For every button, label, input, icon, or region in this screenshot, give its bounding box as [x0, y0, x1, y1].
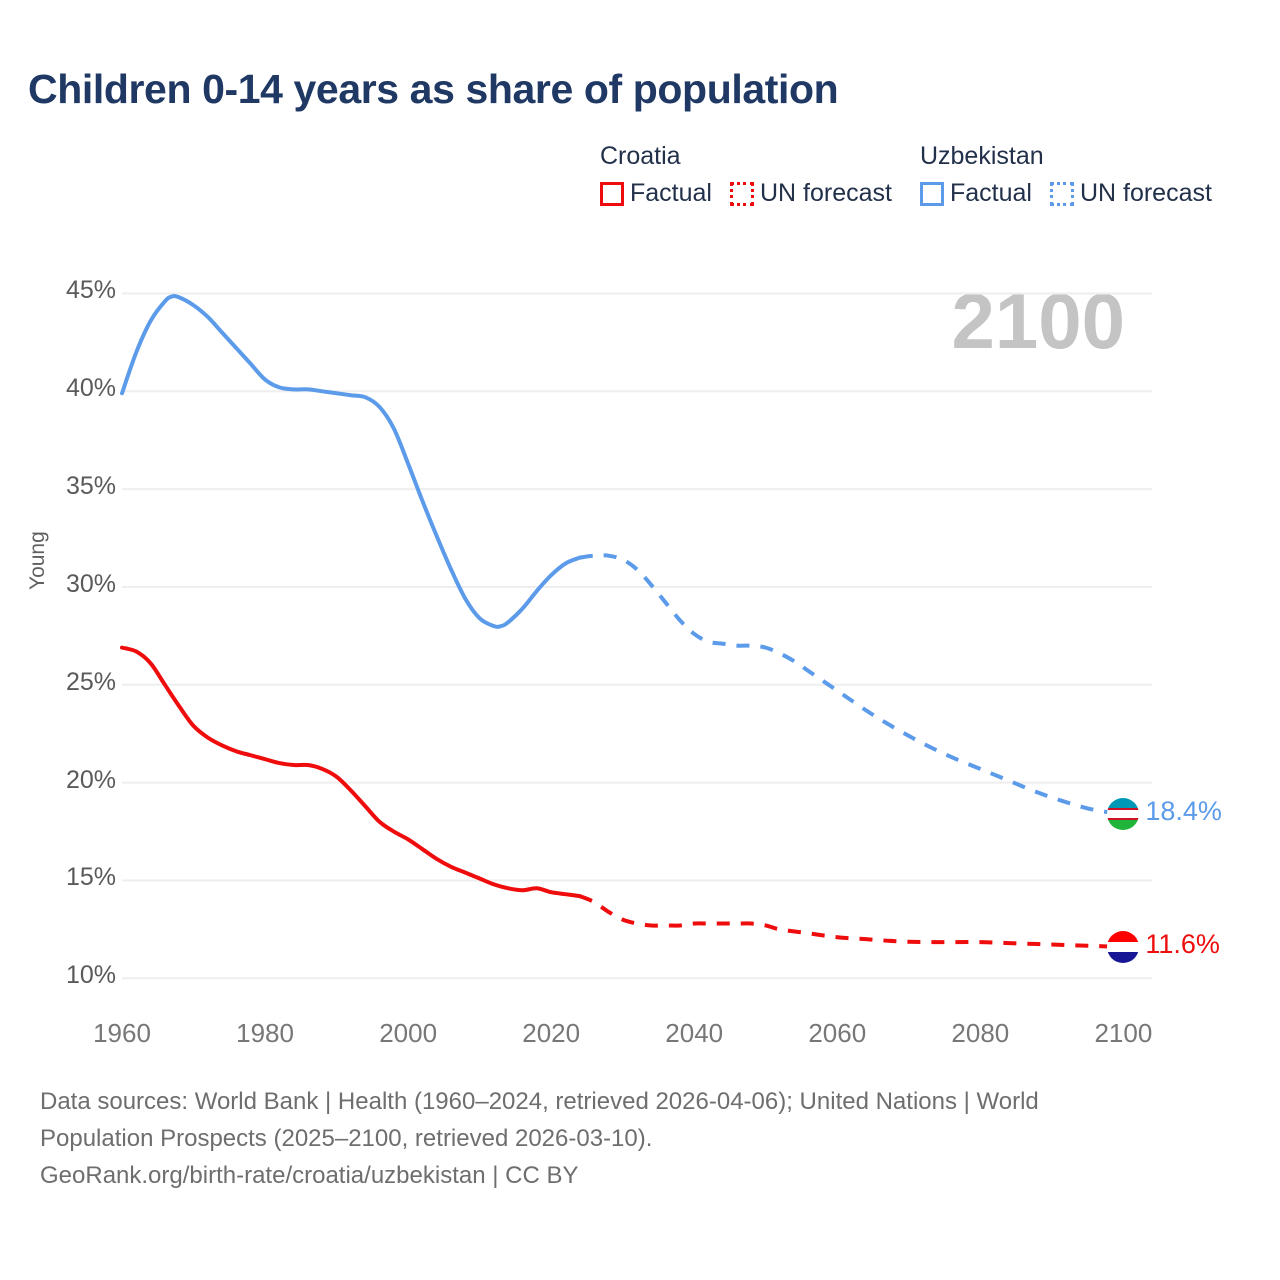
x-axis-tick-label: 2000: [379, 1018, 438, 1048]
legend-country-croatia: Croatia: [600, 142, 681, 170]
legend-item-croatia-factual[interactable]: Factual: [600, 179, 712, 208]
y-axis-tick-label: 30%: [65, 569, 116, 598]
legend-item-uzbekistan-factual[interactable]: Factual: [919, 179, 1032, 208]
footer-sources: Data sources: World Bank | Health (1960–…: [40, 1085, 1240, 1195]
legend-item-croatia-forecast[interactable]: UN forecast: [729, 179, 892, 208]
croatia-endpoint-value: 11.6%: [1145, 928, 1220, 959]
footer-line-1: Data sources: World Bank | Health (1960–…: [40, 1088, 1039, 1115]
footer-line-3[interactable]: GeoRank.org/birth-rate/croatia/uzbekista…: [40, 1161, 579, 1189]
y-axis-tick-label: 40%: [65, 374, 116, 403]
legend-label-uzbekistan-factual: Factual: [949, 179, 1032, 207]
legend-swatch-solid-icon: [919, 181, 944, 206]
croatia-flag-icon: [1107, 930, 1140, 963]
y-axis-tick-label: 35%: [65, 472, 116, 501]
legend-item-uzbekistan-forecast[interactable]: UN forecast: [1049, 179, 1212, 208]
y-axis-tick-label: 10%: [65, 961, 116, 990]
x-axis-tick-label: 2080: [951, 1018, 1010, 1048]
legend-swatch-solid-icon: [600, 181, 624, 206]
x-axis-tick-label: 2060: [808, 1018, 867, 1048]
uzbekistan-endpoint-value: 18.4%: [1145, 795, 1222, 826]
x-axis-tick-label: 2020: [522, 1018, 581, 1048]
y-axis-tick-label: 15%: [65, 863, 116, 892]
legend-group-croatia: Croatia Factual UN forecast: [600, 142, 892, 208]
page-title: Children 0-14 years as share of populati…: [28, 66, 839, 112]
legend-country-uzbekistan: Uzbekistan: [919, 142, 1044, 170]
legend-label-croatia-forecast: UN forecast: [759, 179, 892, 207]
y-axis-tick-label: 20%: [65, 765, 116, 794]
x-axis-tick-label: 1980: [236, 1018, 294, 1048]
x-axis-tick-label: 2040: [665, 1018, 724, 1048]
x-axis-tick-label: 1960: [93, 1018, 151, 1048]
y-axis-label: Young: [26, 531, 49, 590]
footer-line-2: Population Prospects (2025–2100, retriev…: [40, 1124, 653, 1152]
legend-swatch-dotted-icon: [1049, 181, 1074, 206]
chart-legend: Croatia Factual UN forecast Uzbekistan F…: [600, 142, 1212, 208]
legend-group-uzbekistan: Uzbekistan Factual UN forecast: [919, 142, 1212, 208]
y-axis-tick-label: 45%: [65, 276, 116, 305]
legend-swatch-dotted-icon: [729, 181, 754, 206]
x-axis-tick-label: 2100: [1094, 1018, 1153, 1048]
y-axis-tick-label: 25%: [65, 667, 116, 696]
watermark-year: 2100: [951, 277, 1125, 365]
uzbekistan-flag-icon: [1107, 797, 1140, 830]
legend-label-uzbekistan-forecast: UN forecast: [1079, 179, 1212, 207]
legend-label-croatia-factual: Factual: [630, 179, 712, 207]
